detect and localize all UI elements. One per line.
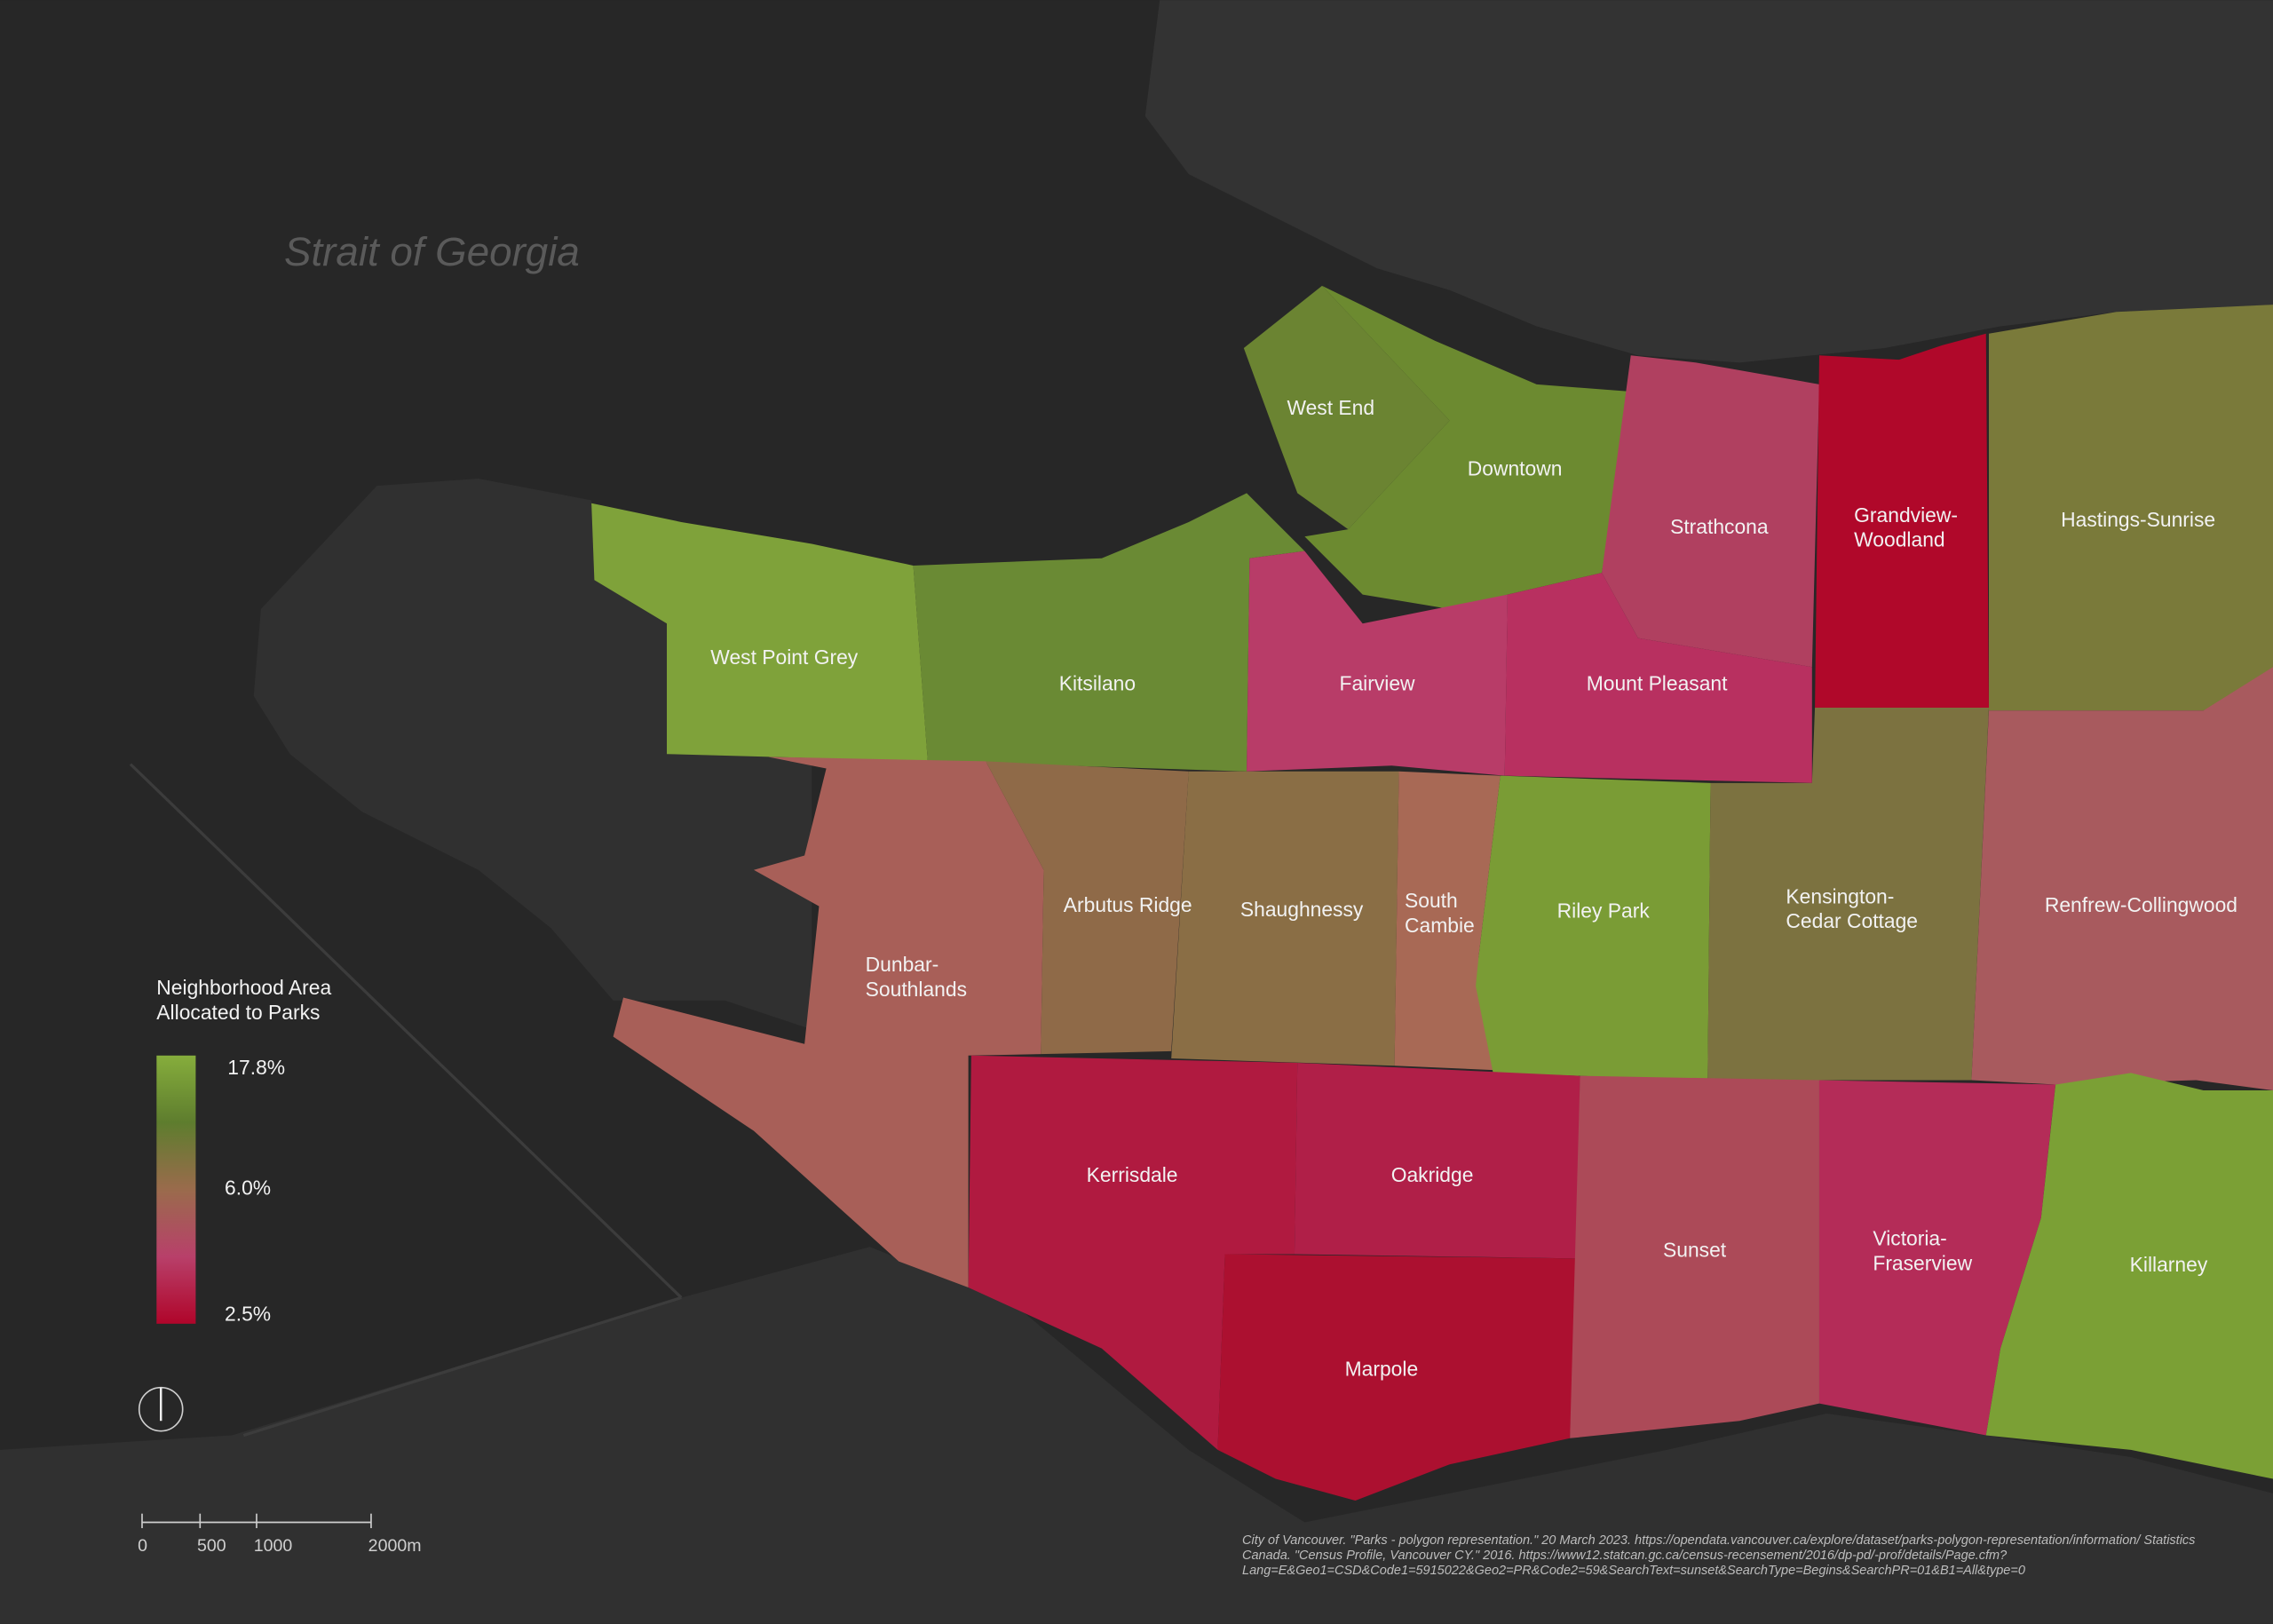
neighborhood [968, 1055, 1298, 1450]
scale-label: 0 [138, 1536, 147, 1556]
neighborhood [1294, 1062, 1580, 1259]
legend-title: Allocated to Parks [156, 1001, 320, 1024]
neighborhood-label: Kensington- [1786, 884, 1894, 907]
neighborhood [1394, 771, 1501, 1071]
neighborhood [613, 757, 1044, 1288]
neighborhood-label: Dunbar- [866, 953, 939, 976]
neighborhood-label: South [1405, 889, 1458, 912]
neighborhood [913, 493, 1305, 772]
neighborhood-label: West End [1287, 396, 1374, 419]
neighborhood-label: Fraserview [1873, 1251, 1972, 1274]
legend-gradient [156, 1055, 196, 1324]
sources: City of Vancouver. "Parks - polygon repr… [1242, 1533, 2245, 1579]
neighborhood-labels: West Point Grey Kitsilano West End Downtown… [710, 396, 2237, 1380]
neighborhood-label: Kitsilano [1059, 671, 1136, 694]
south-land [0, 1247, 2273, 1624]
source: City of Vancouver. "Parks - polygon repr… [1242, 1533, 2141, 1548]
neighborhood-label: Southlands [866, 978, 967, 1001]
neighborhood-label: West Point Grey [710, 646, 858, 669]
neighborhood [1217, 1254, 1578, 1501]
neighborhood-label: Downtown [1468, 457, 1563, 480]
neighborhood-label: Cedar Cottage [1786, 909, 1918, 932]
neighborhood-label: Shaughnessy [1240, 898, 1364, 921]
neighborhood-label: Renfrew-Collingwood [2045, 893, 2237, 916]
jetty [242, 1295, 682, 1438]
neighborhood-label: Mount Pleasant [1587, 671, 1728, 694]
scale-label: 1000 [254, 1536, 293, 1556]
scale-label: 500 [197, 1536, 226, 1556]
neighborhood-label: Grandview- [1854, 503, 1958, 527]
north-shore [1144, 0, 2273, 363]
legend-tick: 2.5% [225, 1303, 271, 1326]
neighborhood-label: Sunset [1663, 1239, 1727, 1262]
neighborhood [1602, 355, 1819, 668]
neighborhood [1247, 551, 1508, 776]
neighborhood-label: Riley Park [1557, 899, 1651, 923]
neighborhood [1985, 1073, 2273, 1479]
neighborhood [1504, 573, 1812, 783]
neighborhood-label: Arbutus Ridge [1064, 893, 1192, 916]
neighborhood [1815, 333, 1989, 708]
neighborhood-label: Kerrisdale [1087, 1163, 1178, 1186]
scale-label: 2000m [368, 1536, 422, 1556]
legend-tick: 17.8% [227, 1056, 285, 1079]
jetty [129, 763, 683, 1299]
source: Statistics Canada. "Census Profile, Vanc… [1242, 1533, 2196, 1578]
neighborhood [1707, 707, 1989, 1081]
neighborhood-label: Cambie [1405, 914, 1475, 937]
neighborhood-label: Woodland [1854, 528, 1944, 551]
scale-bar [141, 1513, 372, 1529]
neighborhood [1304, 285, 1631, 609]
legend-tick: 6.0% [225, 1176, 271, 1200]
neighborhood-label: Strathcona [1670, 515, 1769, 538]
neighborhood [986, 761, 1189, 1055]
neighborhood [1243, 285, 1450, 530]
legend-title: Neighborhood Area [156, 976, 331, 999]
neighborhood [1171, 771, 1399, 1066]
neighborhood-label: Marpole [1345, 1358, 1419, 1381]
neighborhood-label: Hastings-Sunrise [2061, 508, 2215, 531]
water-label: Strait of Georgia [284, 229, 580, 274]
north-arrow [138, 1386, 184, 1432]
neighborhood [1971, 667, 2273, 1090]
neighborhoods [591, 285, 2273, 1501]
neighborhood [591, 503, 928, 762]
neighborhood [1989, 305, 2273, 711]
ubc-land [253, 478, 812, 1030]
neighborhood [1570, 1075, 1819, 1438]
neighborhood [1818, 1080, 2056, 1436]
neighborhood [1476, 775, 1711, 1081]
neighborhood-label: Fairview [1339, 671, 1415, 694]
neighborhood-label: Oakridge [1391, 1163, 1474, 1186]
neighborhood-label: Victoria- [1873, 1227, 1946, 1250]
neighborhood-label: Killarney [2130, 1253, 2208, 1276]
